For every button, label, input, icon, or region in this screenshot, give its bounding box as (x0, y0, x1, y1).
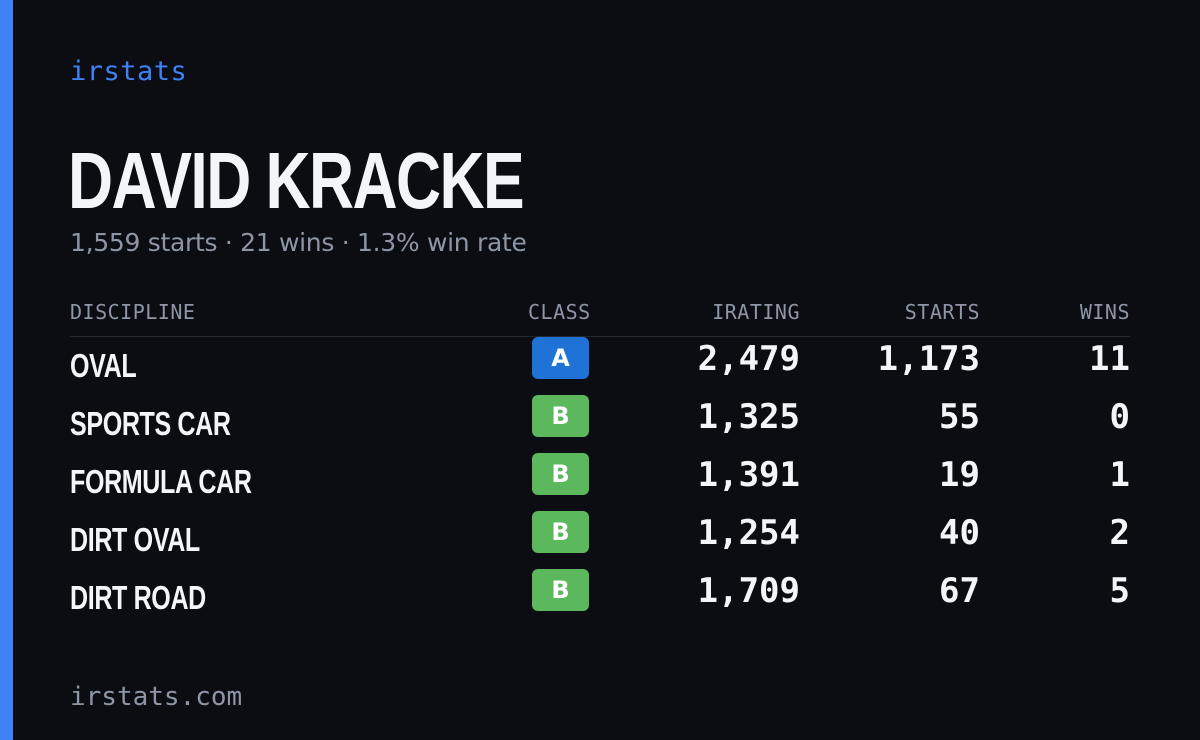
brand-logo-text: irstats (70, 56, 188, 87)
irating-value: 1,325 (697, 397, 800, 437)
total-wins: 21 wins (240, 228, 335, 257)
header-class: CLASS (528, 300, 591, 324)
wins-value: 5 (1109, 571, 1130, 611)
discipline-name: SPORTS CAR (70, 405, 231, 442)
table-header: DISCIPLINE CLASS IRATING STARTS WINS (70, 296, 1130, 337)
wins-value: 2 (1109, 513, 1130, 553)
accent-bar (0, 0, 13, 740)
irating-value: 2,479 (697, 339, 800, 379)
class-badge: B (532, 569, 589, 611)
discipline-name: FORMULA CAR (70, 463, 252, 500)
starts-value: 40 (939, 513, 980, 553)
header-discipline: DISCIPLINE (70, 300, 196, 324)
driver-summary: 1,559 starts · 21 wins · 1.3% win rate (70, 228, 527, 257)
irating-value: 1,391 (697, 455, 800, 495)
separator-dot: · (224, 228, 233, 257)
discipline-stats-table: DISCIPLINE CLASS IRATING STARTS WINS OVA… (70, 296, 1130, 627)
class-badge: B (532, 511, 589, 553)
irating-value: 1,254 (697, 513, 800, 553)
separator-dot: · (341, 228, 350, 257)
header-irating: IRATING (712, 300, 800, 324)
irating-value: 1,709 (697, 571, 800, 611)
wins-value: 1 (1109, 455, 1130, 495)
discipline-name: OVAL (70, 347, 137, 384)
win-rate: 1.3% win rate (357, 228, 527, 257)
class-badge: B (532, 395, 589, 437)
starts-value: 19 (939, 455, 980, 495)
header-wins: WINS (1079, 300, 1130, 324)
discipline-name: DIRT OVAL (70, 521, 200, 558)
class-badge: A (532, 337, 589, 379)
table-row: SPORTS CAR B 1,325 55 0 (70, 395, 1130, 453)
wins-value: 11 (1089, 339, 1130, 379)
wins-value: 0 (1109, 397, 1130, 437)
table-row: OVAL A 2,479 1,173 11 (70, 337, 1130, 395)
header-starts: STARTS (904, 300, 980, 324)
table-row: FORMULA CAR B 1,391 19 1 (70, 453, 1130, 511)
footer-url: irstats.com (70, 682, 243, 712)
starts-value: 55 (939, 397, 980, 437)
discipline-name: DIRT ROAD (70, 579, 206, 616)
starts-value: 1,173 (877, 339, 980, 379)
table-row: DIRT ROAD B 1,709 67 5 (70, 569, 1130, 627)
total-starts: 1,559 starts (70, 228, 218, 257)
table-row: DIRT OVAL B 1,254 40 2 (70, 511, 1130, 569)
driver-name: DAVID KRACKE (68, 136, 525, 225)
starts-value: 67 (939, 571, 980, 611)
class-badge: B (532, 453, 589, 495)
